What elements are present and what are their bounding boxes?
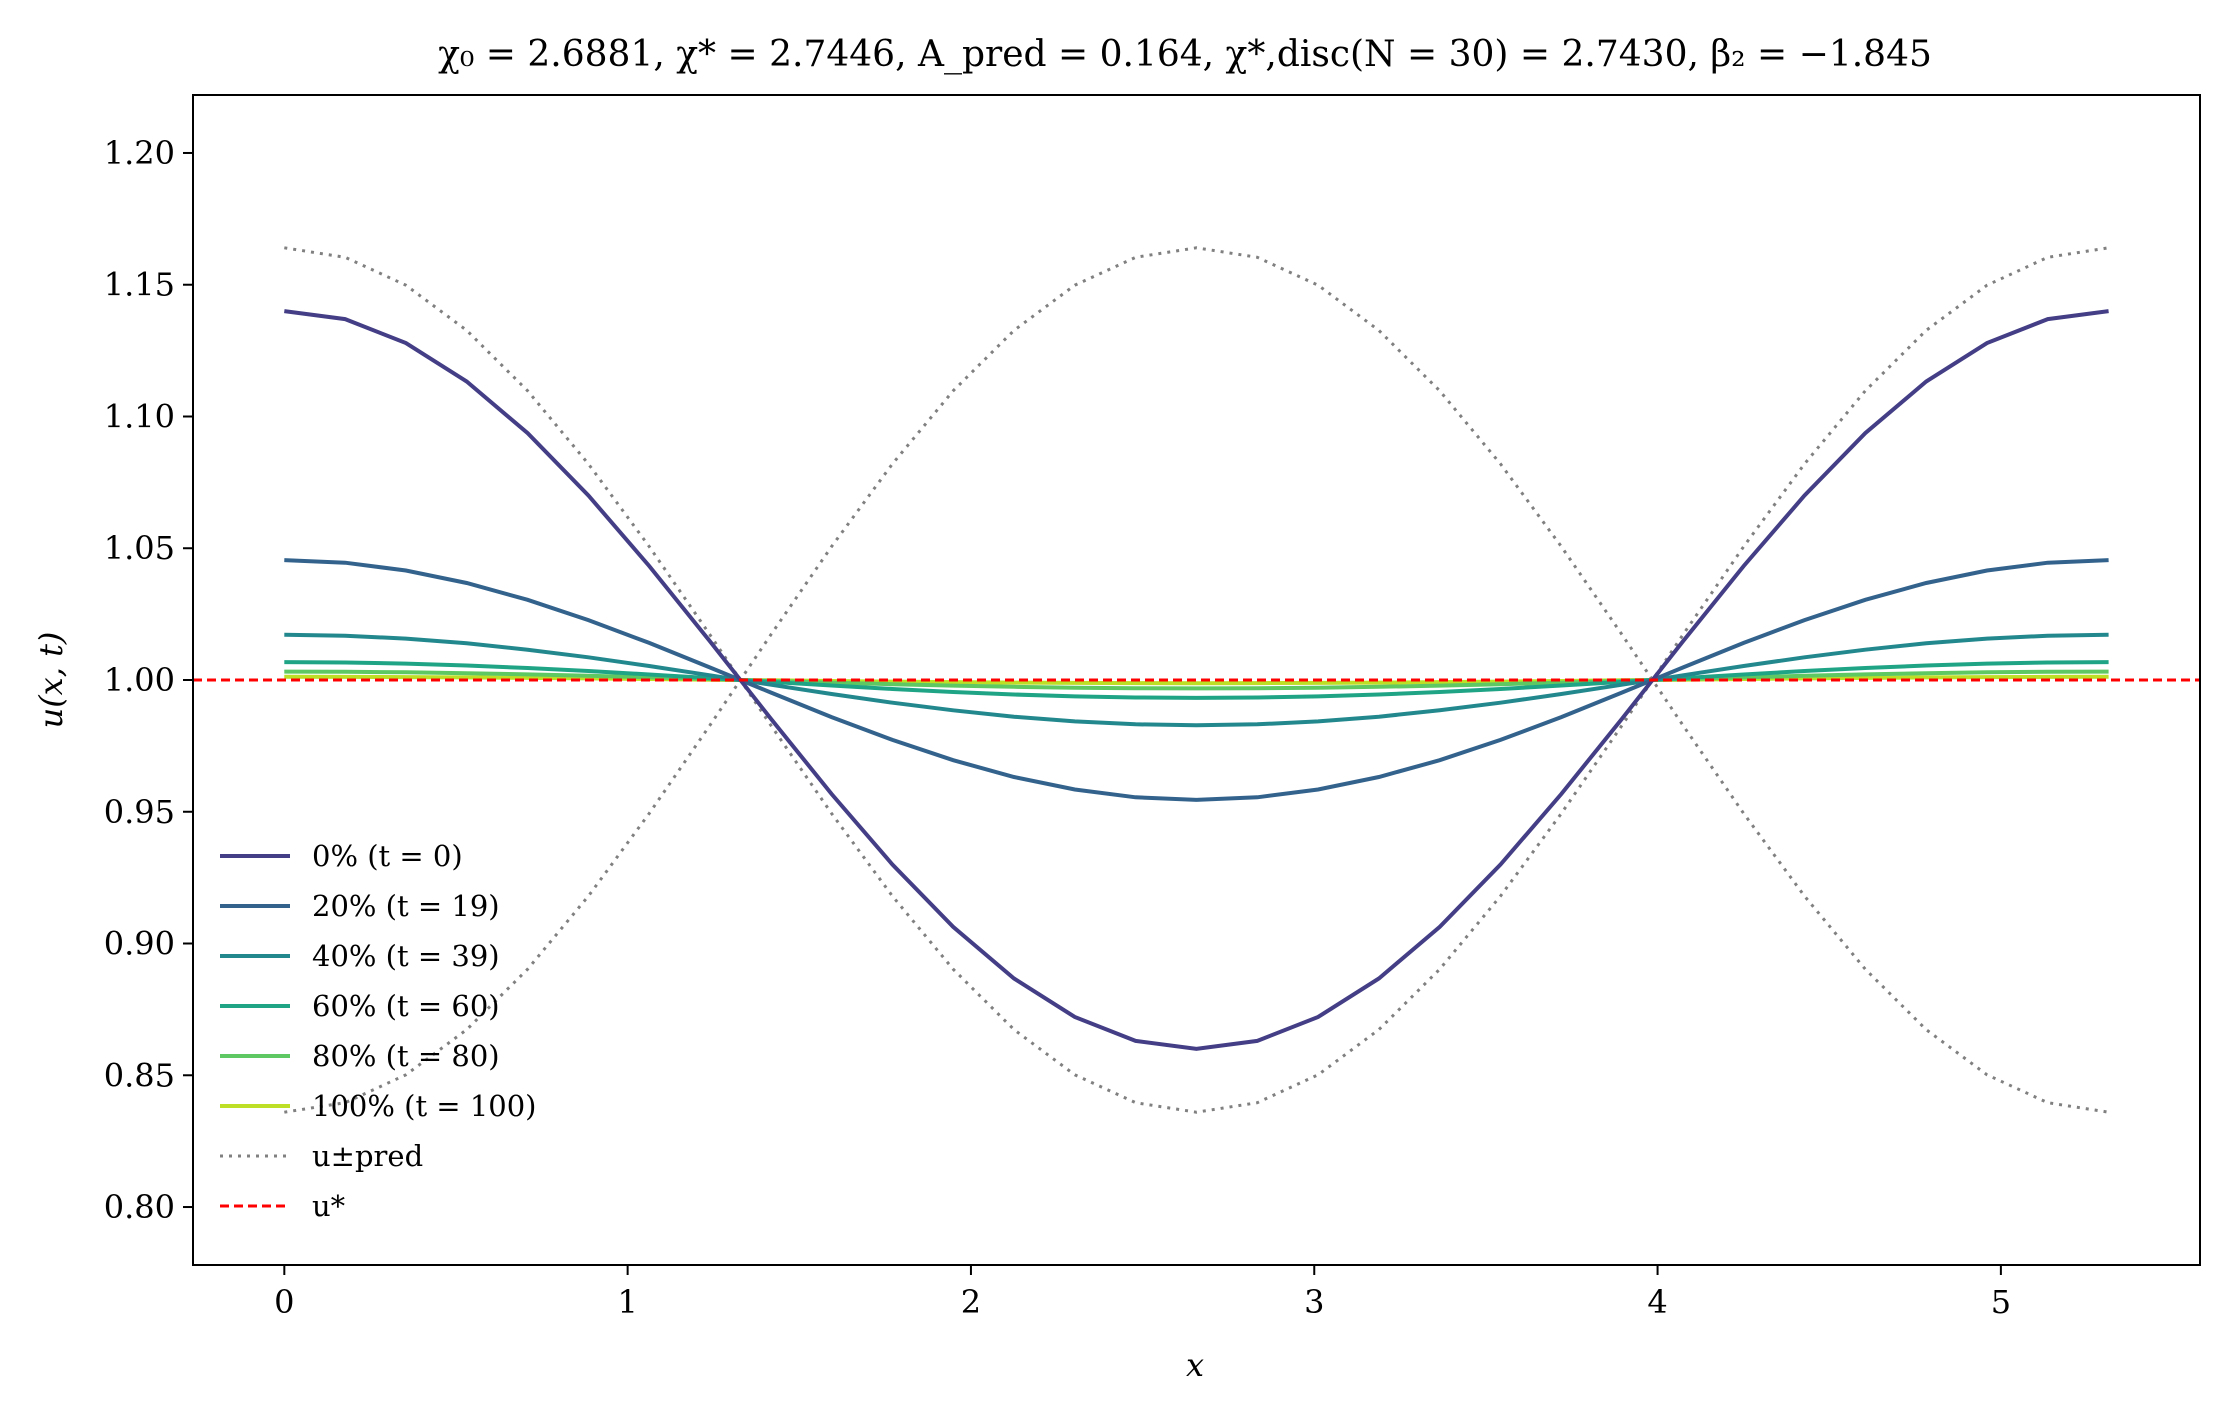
series-line-5 xyxy=(284,674,2109,686)
y-tick-label: 1.05 xyxy=(104,529,175,567)
y-tick-label: 1.10 xyxy=(104,397,175,435)
y-tick-label: 0.80 xyxy=(104,1188,175,1226)
series-line-3 xyxy=(284,660,2109,700)
x-tick-label: 1 xyxy=(617,1283,637,1321)
legend-label: u* xyxy=(312,1189,346,1223)
y-tick-label: 1.20 xyxy=(104,134,175,172)
y-tick-label: 1.15 xyxy=(104,266,175,304)
legend-label: 40% (t = 39) xyxy=(312,939,500,973)
legend-label: 20% (t = 19) xyxy=(312,889,500,923)
ticks-layer: 0 1 2 3 4 5 0.80 0.85 0.90 0.95 1.00 1.05 1.10 1.15 1.… xyxy=(104,134,2011,1321)
series-line-4 xyxy=(284,669,2109,691)
x-tick-label: 3 xyxy=(1304,1283,1324,1321)
y-tick-label: 0.95 xyxy=(104,793,175,831)
legend: 0% (t = 0) 20% (t = 19) 40% (t = 39) 60% (t… xyxy=(220,839,537,1223)
y-axis-label: u(x, t) xyxy=(32,632,70,729)
chart-title: χ₀ = 2.6881, χ* = 2.7446, A_pred = 0.164… xyxy=(438,34,1932,75)
x-tick-label: 2 xyxy=(961,1283,981,1321)
x-axis-label: x xyxy=(1186,1346,1204,1384)
envelope-upper-line xyxy=(284,246,2109,1114)
y-tick-label: 0.85 xyxy=(104,1056,175,1094)
x-tick-label: 0 xyxy=(274,1283,294,1321)
y-tick-label: 0.90 xyxy=(104,925,175,963)
x-tick-label: 5 xyxy=(1991,1283,2011,1321)
legend-label: 100% (t = 100) xyxy=(312,1089,537,1123)
legend-label: u±pred xyxy=(312,1139,423,1173)
legend-label: 0% (t = 0) xyxy=(312,839,463,873)
legend-label: 60% (t = 60) xyxy=(312,989,500,1023)
x-tick-label: 4 xyxy=(1647,1283,1667,1321)
series-line-0 xyxy=(284,309,2109,1051)
legend-label: 80% (t = 80) xyxy=(312,1039,500,1073)
y-tick-label: 1.00 xyxy=(104,661,175,699)
series-layer xyxy=(193,246,2200,1114)
series-line-1 xyxy=(284,558,2109,802)
series-line-2 xyxy=(284,632,2109,728)
envelope-lower-line xyxy=(284,246,2109,1114)
